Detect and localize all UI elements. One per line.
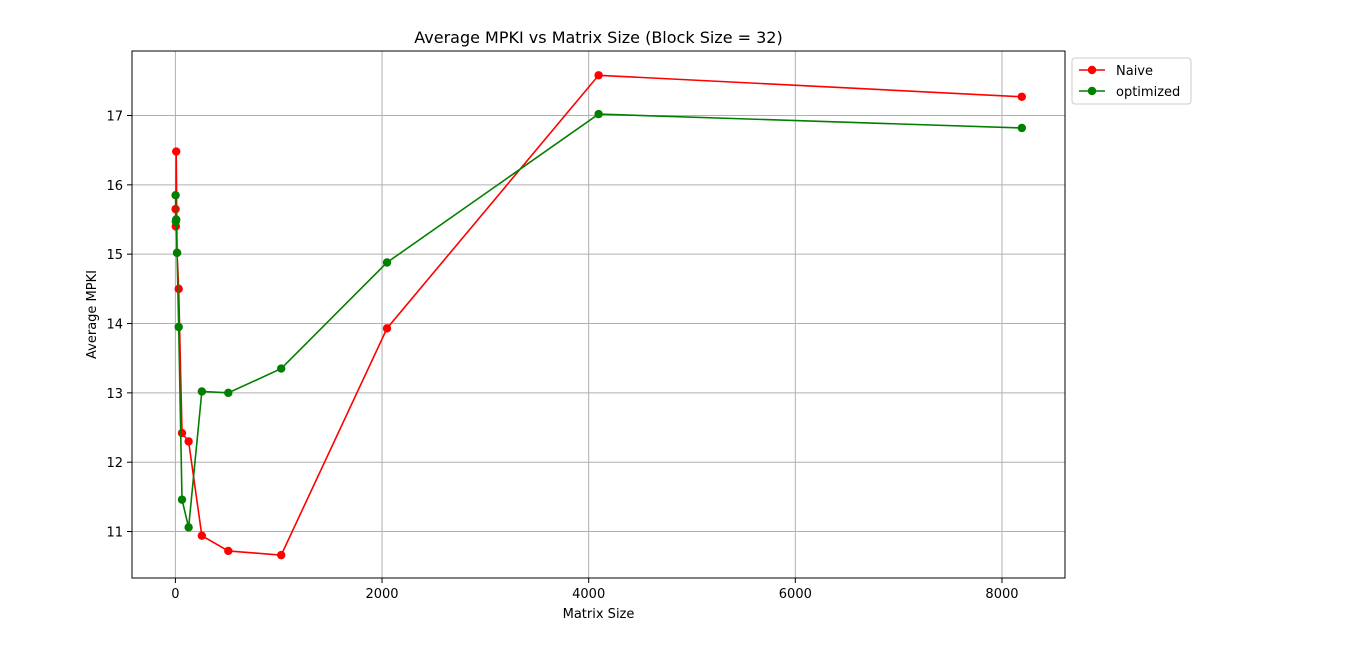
legend-label-naive: Naive: [1116, 64, 1153, 79]
data-point-optimized: [174, 322, 183, 332]
data-point-naive: [177, 428, 187, 438]
data-point-naive: [382, 324, 392, 333]
data-point-naive: [1017, 92, 1027, 101]
data-point-naive: [276, 550, 286, 560]
x-tick-label: 2000: [365, 587, 398, 602]
data-point-optimized: [197, 387, 207, 396]
data-point-optimized: [276, 364, 286, 373]
legend-marker-optimized: [1087, 86, 1097, 96]
data-point-naive: [174, 284, 183, 294]
data-point-naive: [184, 437, 193, 446]
data-point-optimized: [172, 248, 182, 257]
legend-label-optimized: optimized: [1116, 85, 1180, 100]
series-layer: [171, 71, 1027, 560]
plot-area-frame: [131, 50, 1066, 579]
data-point-optimized: [172, 215, 181, 224]
series-line-optimized: [174, 113, 1022, 528]
y-tick-label: 15: [106, 248, 123, 263]
data-point-naive: [594, 71, 603, 80]
y-tick-label: 16: [106, 179, 123, 194]
data-point-naive: [197, 531, 207, 540]
x-tick-label: 6000: [779, 587, 812, 602]
axis-ticks: 0 2000 4000 6000 8000 11 12 13 14 15 16 17: [106, 109, 1018, 602]
y-axis-label: Average MPKI: [85, 270, 100, 359]
data-point-optimized: [382, 258, 392, 267]
legend-marker-naive: [1087, 65, 1097, 75]
data-point-naive: [224, 546, 233, 556]
x-tick-label: 0: [171, 587, 179, 602]
data-point-optimized: [171, 191, 180, 200]
x-tick-label: 4000: [572, 587, 605, 602]
data-point-optimized: [184, 523, 193, 532]
y-tick-label: 12: [106, 456, 123, 471]
data-point-naive: [172, 147, 181, 156]
series-optimized: [171, 109, 1027, 532]
series-line-naive: [174, 74, 1022, 556]
y-tick-label: 11: [106, 526, 123, 541]
x-tick-label: 8000: [985, 587, 1018, 602]
series-naive: [171, 71, 1027, 560]
data-point-optimized: [177, 495, 187, 504]
chart-title: Average MPKI vs Matrix Size (Block Size …: [414, 28, 782, 47]
y-tick-label: 14: [106, 318, 123, 333]
grid-lines: [132, 51, 1065, 578]
data-point-optimized: [594, 109, 603, 119]
y-tick-label: 17: [106, 109, 123, 124]
y-tick-label: 13: [106, 387, 123, 402]
x-axis-label: Matrix Size: [563, 607, 635, 622]
legend: Naive optimized: [1071, 57, 1192, 105]
data-point-optimized: [1017, 123, 1027, 133]
data-point-optimized: [224, 388, 233, 398]
